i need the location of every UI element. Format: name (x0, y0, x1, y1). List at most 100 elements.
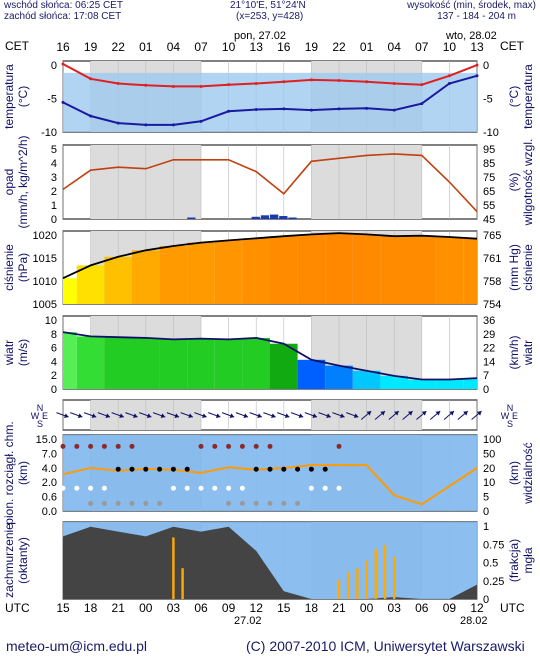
dewpoint-point (447, 81, 451, 85)
utc-hour-tick: 15 (56, 601, 70, 615)
compass-right: W (501, 411, 510, 421)
wind-arrow-head (380, 411, 385, 416)
utc-hour-tick: 21 (332, 601, 346, 615)
tick-right-cloudcover: 0 (483, 594, 489, 606)
temperature-point (227, 83, 231, 87)
tick-left-pressure: 1010 (33, 276, 57, 288)
cet-label-right: CET (500, 39, 525, 53)
wind-arrow-head (407, 411, 413, 416)
wind-arrow-head (312, 413, 318, 419)
cloud-level-dot (74, 443, 80, 449)
dewpoint-point (309, 108, 313, 112)
tick-right-pressure: 754 (483, 299, 501, 311)
tick-left-precip: 1 (51, 200, 57, 212)
wind-arrow-head (257, 413, 262, 419)
cloud-level-dot (322, 485, 328, 491)
tick-left-precip: 3 (51, 172, 57, 184)
wind-arrow-head (64, 413, 69, 419)
tick-left-wind: 0 (51, 384, 57, 396)
wind-arrow-icon (208, 412, 221, 419)
tick-left-pressure: 1015 (33, 253, 57, 265)
cet-hour-tick: 01 (360, 40, 374, 54)
sunrise-text: wschód słońca: 06:25 CET (4, 0, 123, 11)
dewpoint-point (392, 108, 396, 112)
wind-band (435, 379, 464, 389)
precip-bar (288, 217, 297, 219)
cloud-level-dot (129, 466, 135, 472)
date-top-2: wto, 28.02 (445, 30, 497, 42)
utc-hour-tick: 06 (415, 601, 429, 615)
wind-arrow-head (271, 413, 276, 419)
wind-arrow-icon (166, 412, 180, 419)
cloud-level-dot (253, 500, 259, 506)
wind-arrow-icon (152, 412, 166, 419)
cloud-level-dot (129, 443, 135, 449)
tick-left-cloudbase: 0.0 (42, 506, 57, 518)
axis-unit-left-pressure: (hPa) (16, 253, 30, 282)
footer-copyright: (C) 2007-2010 ICM, Uniwersytet Warszawsk… (246, 638, 525, 654)
wind-arrow-head (298, 413, 304, 419)
footer-email[interactable]: meteo-um@icm.edu.pl (6, 638, 148, 654)
cloud-level-dot (115, 466, 121, 472)
utc-hour-tick: 18 (84, 601, 98, 615)
utc-hour-tick: 15 (277, 601, 291, 615)
axis-label-left-temperature: temperatura (2, 64, 16, 129)
cloud-level-dot (88, 500, 94, 506)
cloud-level-dot (322, 466, 328, 472)
fog-bar (337, 579, 341, 599)
cet-hour-tick: 13 (250, 40, 264, 54)
utc-hour-tick: 09 (222, 601, 236, 615)
cloud-level-dot (336, 485, 342, 491)
cloud-level-dot (115, 443, 121, 449)
tick-right-temperature: 0 (483, 60, 489, 72)
wind-arrow-icon (318, 412, 332, 419)
cloud-level-dot (129, 500, 135, 506)
tick-right-temperature: -10 (483, 127, 499, 139)
cloud-level-dot (295, 466, 301, 472)
cloud-level-dot (267, 443, 273, 449)
temperature-point (61, 62, 65, 66)
wind-arrow-head (243, 413, 249, 419)
cet-hour-tick: 10 (222, 40, 236, 54)
tick-right-wind: 29 (483, 329, 495, 341)
wind-band (187, 338, 215, 389)
fog-bar (393, 556, 396, 599)
tick-left-cloudbase: 0.6 (42, 492, 57, 504)
cloud-level-dot (295, 500, 301, 506)
compass-left: W (31, 411, 40, 421)
tick-right-precip: 65 (483, 186, 495, 198)
pressure-band (380, 236, 408, 304)
cloud-level-dot (281, 500, 287, 506)
panel-backgrounds (62, 60, 478, 600)
cloud-level-dot (281, 466, 287, 472)
dewpoint-point (282, 107, 286, 111)
tick-left-precip: 5 (51, 144, 57, 156)
pressure-band (297, 234, 326, 304)
dewpoint-point (475, 74, 479, 78)
utc-hour-tick: 03 (167, 601, 181, 615)
cet-hour-tick: 07 (415, 40, 429, 54)
cloud-level-dot (253, 466, 259, 472)
cet-hour-tick: 19 (84, 40, 98, 54)
axis-unit-right-pressure: (mm Hg) (507, 244, 521, 291)
tick-left-temperature: -5 (47, 94, 57, 106)
wind-arrow-icon (180, 412, 194, 419)
tick-left-wind: 2 (51, 370, 57, 382)
wind-arrow-head (146, 413, 152, 419)
tick-right-wind: 22 (483, 343, 495, 355)
tick-right-cloudcover: 0.75 (483, 539, 504, 551)
tick-right-cloudbase: 0 (483, 506, 489, 518)
wind-band (159, 339, 188, 389)
fog-bar (172, 537, 175, 599)
tick-left-temperature: 0 (51, 60, 57, 72)
fog-bar (365, 560, 368, 599)
dewpoint-point (420, 102, 424, 106)
precip-bar (187, 217, 196, 219)
wind-arrow-icon (402, 410, 413, 420)
wind-arrow-head (77, 413, 83, 419)
wind-arrow-icon (56, 412, 69, 419)
tick-right-cloudbase: 100 (483, 434, 501, 446)
cloud-level-dot (115, 500, 121, 506)
tick-right-cloudcover: 0.25 (483, 576, 504, 588)
